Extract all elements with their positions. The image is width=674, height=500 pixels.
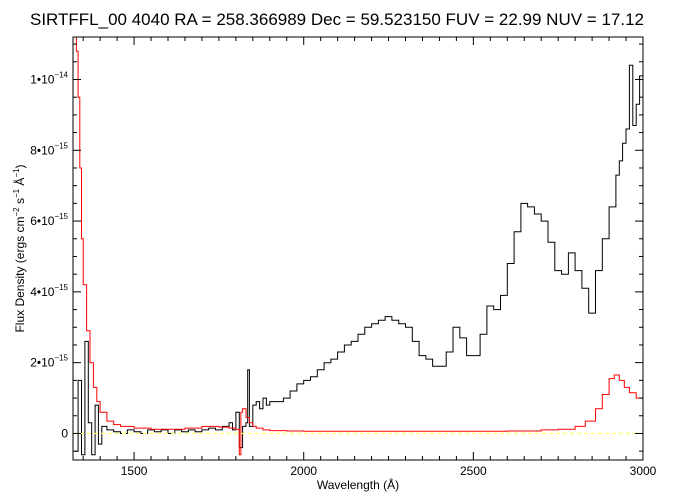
y-tick-label: 0 [61, 426, 68, 440]
x-axis-label: Wavelength (Å) [317, 477, 399, 492]
chart-title: SIRTFFL_00 4040 RA = 258.366989 Dec = 59… [30, 10, 644, 29]
x-tick-label: 2500 [460, 464, 487, 478]
x-tick-label: 2000 [290, 464, 317, 478]
y-tick-label: 2•10−15 [30, 354, 68, 370]
y-tick-label: 6•10−15 [30, 212, 68, 228]
plot-frame [72, 36, 644, 461]
y-tick-label: 4•10−15 [30, 283, 68, 299]
x-tick-label: 3000 [630, 464, 657, 478]
y-axis-label-group: Flux Density (ergs cm−2 s−1 Å−1) [12, 164, 27, 332]
series-layer [73, 37, 643, 456]
y-axis-label: Flux Density (ergs cm−2 s−1 Å−1) [12, 164, 27, 332]
y-tick-label: 1•10−14 [30, 70, 68, 86]
y-tick-label: 8•10−15 [30, 141, 68, 157]
ticks-layer: 1500 2000 2500 3000 0 2•10−15 4•10−15 6•10−15 8•… [30, 37, 657, 478]
series-line-1 [74, 37, 643, 456]
x-tick-label: 1500 [121, 464, 148, 478]
series-line-0 [74, 64, 643, 456]
